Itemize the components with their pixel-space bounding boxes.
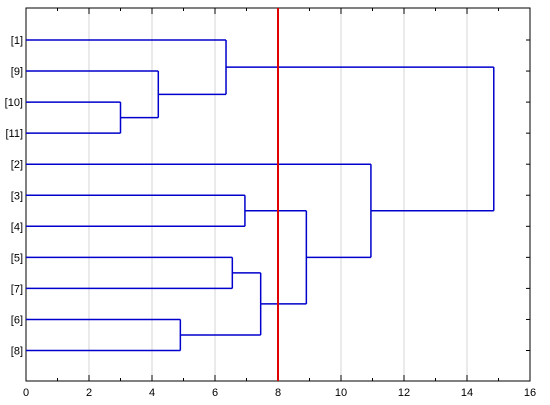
leaf-label: [4] (11, 221, 23, 233)
x-tick-label: 16 (524, 387, 536, 399)
x-tick-label: 10 (335, 387, 347, 399)
x-tick-labels: 0 2 4 6 8 10 12 14 16 (23, 387, 536, 399)
leaf-label: [2] (11, 159, 23, 171)
leaf-labels: [1] [9] [10] [11] [2] [3] [4] [5] [7] [6] [8] (5, 35, 23, 358)
x-tick-label: 2 (86, 387, 92, 399)
leaf-label: [11] (5, 128, 23, 140)
leaf-label: [9] (11, 66, 23, 78)
x-tick-label: 14 (461, 387, 473, 399)
x-tick-label: 4 (149, 387, 155, 399)
leaf-label: [6] (11, 314, 23, 326)
dendrogram-branches (26, 39, 495, 352)
leaf-label: [10] (5, 97, 23, 109)
x-tick-label: 6 (212, 387, 218, 399)
leaf-label: [8] (11, 346, 23, 358)
x-tick-label: 12 (398, 387, 410, 399)
leaf-label: [5] (11, 252, 23, 264)
leaf-label: [7] (11, 283, 23, 295)
leaf-label: [3] (11, 190, 23, 202)
leaf-label: [1] (11, 35, 23, 47)
x-tick-label: 0 (23, 387, 29, 399)
x-tick-label: 8 (275, 387, 281, 399)
